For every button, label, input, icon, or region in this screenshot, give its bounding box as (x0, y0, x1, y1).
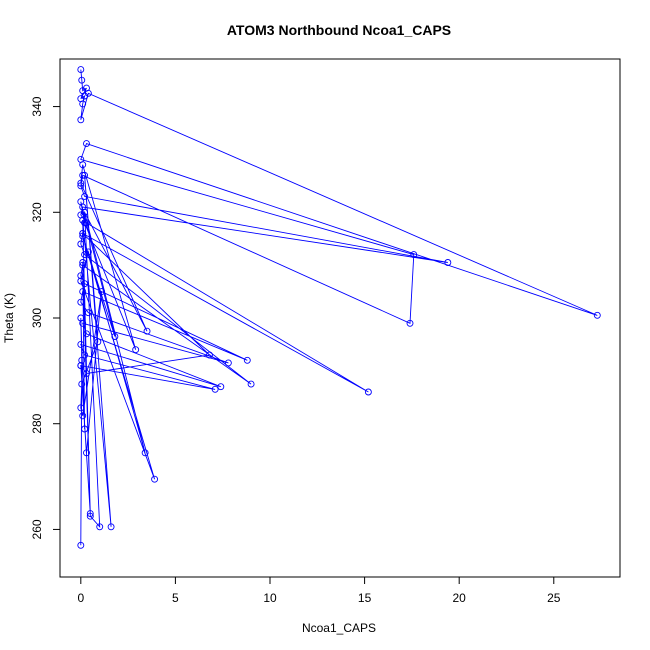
data-point (77, 340, 85, 348)
x-axis-label: Ncoa1_CAPS (302, 621, 376, 635)
data-point (83, 140, 90, 148)
data-point (98, 288, 106, 296)
data-point (243, 356, 251, 364)
data-point (77, 277, 85, 285)
data-point (111, 333, 119, 340)
data-point (79, 412, 87, 420)
data-point (84, 309, 92, 317)
data-point (79, 216, 87, 224)
data-point (79, 171, 87, 179)
data-point (77, 240, 85, 248)
chart-title: ATOM3 Northbound Ncoa1_CAPS (227, 22, 451, 38)
data-point (132, 346, 140, 354)
y-axis: 260 280 300 320 340 (30, 96, 61, 539)
data-point (83, 449, 90, 457)
data-point (86, 512, 94, 520)
data-point (81, 192, 89, 200)
data-point (79, 100, 87, 108)
data-point (81, 171, 89, 179)
data-point (79, 288, 87, 296)
y-tick-label: 260 (30, 519, 44, 539)
data-point (206, 351, 213, 359)
data-point (77, 272, 85, 280)
series-line (79, 69, 598, 546)
data-point (77, 66, 85, 74)
x-tick-label: 0 (77, 591, 84, 605)
data-point (84, 248, 92, 256)
data-point (410, 251, 418, 259)
data-point (78, 356, 86, 364)
data-point (77, 298, 85, 306)
x-tick-label: 15 (358, 591, 372, 605)
data-point (77, 179, 85, 187)
data-point (83, 330, 90, 338)
data-point (444, 259, 452, 266)
data-point (81, 351, 89, 359)
data-point (81, 208, 89, 216)
data-point (217, 383, 225, 391)
data-point (77, 182, 85, 190)
x-tick-label: 5 (172, 591, 179, 605)
y-tick-label: 280 (30, 413, 44, 433)
data-point (247, 380, 255, 388)
data-point (84, 89, 92, 97)
data-point (78, 380, 86, 388)
data-point (211, 385, 219, 393)
data-point (77, 404, 85, 412)
y-tick-label: 300 (30, 308, 44, 328)
x-tick-label: 10 (263, 591, 277, 605)
data-point (77, 314, 85, 322)
data-point (406, 319, 414, 327)
x-tick-label: 20 (453, 591, 467, 605)
plot-area (77, 66, 601, 549)
data-point (79, 261, 87, 269)
data-point (81, 425, 89, 433)
data-point (77, 198, 85, 206)
data-point (86, 510, 94, 518)
data-point (96, 523, 104, 531)
data-point (78, 76, 86, 84)
data-point (79, 259, 87, 266)
data-point (141, 449, 149, 457)
data-point (107, 523, 115, 531)
data-point (593, 311, 601, 319)
data-point (79, 161, 87, 169)
data-point (79, 229, 87, 237)
data-point (83, 370, 90, 377)
y-tick-label: 320 (30, 202, 44, 222)
y-tick-label: 340 (30, 96, 44, 116)
x-tick-label: 25 (547, 591, 561, 605)
data-point (77, 116, 85, 124)
x-axis: 0 5 10 15 20 25 (77, 576, 561, 605)
data-point (143, 327, 151, 335)
data-point (79, 232, 87, 240)
data-point (77, 362, 85, 370)
y-axis-label: Theta (K) (2, 293, 16, 343)
data-point (77, 541, 85, 549)
data-point (224, 359, 232, 367)
data-point (151, 475, 159, 483)
data-point (94, 338, 102, 346)
data-point (364, 388, 372, 396)
